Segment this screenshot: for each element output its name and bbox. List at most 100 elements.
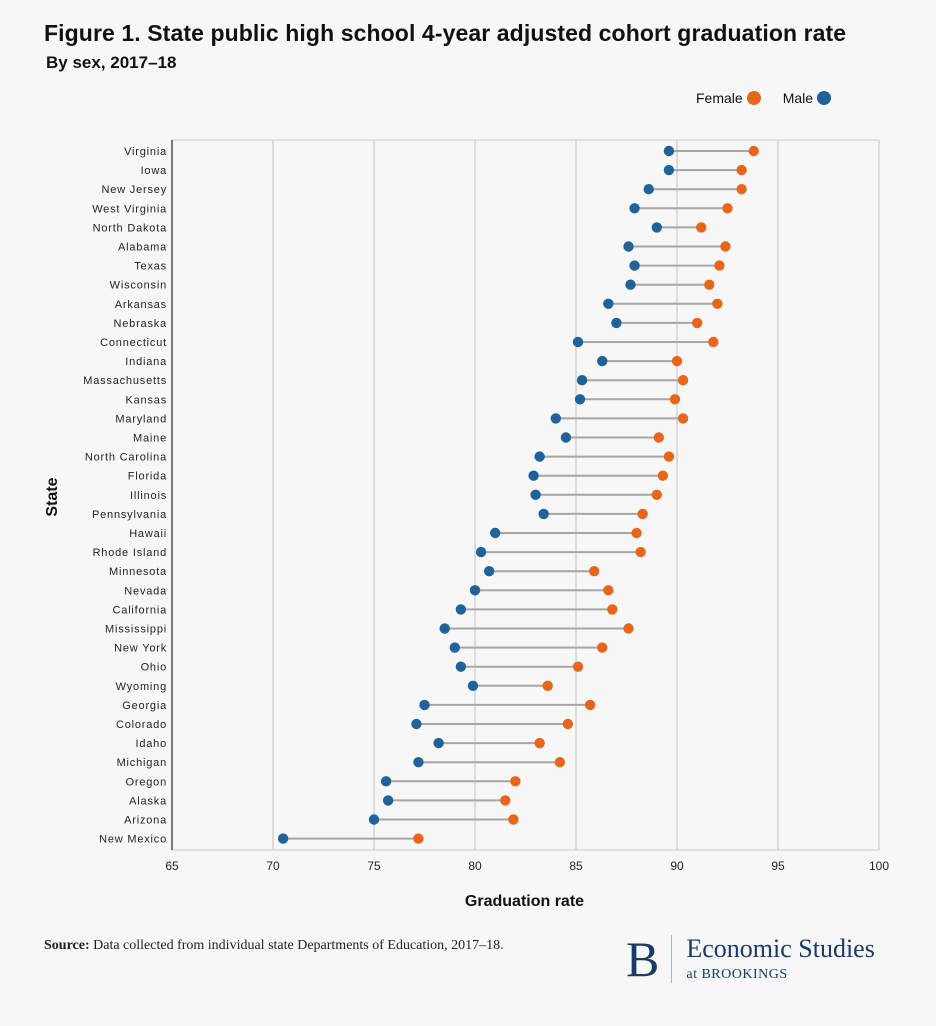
x-tick-label-65: 65	[165, 859, 179, 873]
male-dot-california	[455, 604, 467, 615]
y-tick-label-mississippi: Mississippi	[105, 624, 167, 636]
male-dot-kansas	[574, 394, 586, 405]
female-dot-indiana	[671, 355, 683, 367]
female-dot-connecticut	[708, 336, 719, 348]
brand-sub: at BROOKINGS	[686, 967, 788, 982]
female-dot-alaska	[500, 795, 511, 806]
y-tick-label-arkansas: Arkansas	[115, 299, 167, 311]
brand-text: Economic Studies at BROOKINGS	[686, 935, 874, 983]
chart-title: Figure 1. State public high school 4-yea…	[44, 20, 847, 46]
brand-divider	[671, 935, 673, 983]
y-tick-label-wisconsin: Wisconsin	[110, 280, 167, 292]
y-tick-label-rhode-island: Rhode Island	[93, 547, 167, 559]
female-dot-wyoming	[542, 680, 553, 691]
male-dot-new-mexico	[277, 833, 289, 844]
female-dot-kansas	[669, 394, 681, 405]
x-tick-label-70: 70	[266, 859, 280, 873]
female-dot-hawaii	[631, 527, 642, 539]
legend-item-female: Female	[696, 90, 761, 106]
x-tick-label-95: 95	[771, 859, 785, 873]
legend: Female Male	[696, 90, 832, 106]
female-dot-arizona	[508, 814, 519, 825]
y-tick-label-colorado: Colorado	[116, 719, 167, 731]
male-dot-west-virginia	[629, 203, 640, 214]
female-dot-maryland	[677, 413, 689, 424]
female-dot-north-dakota	[696, 222, 707, 233]
y-tick-label-pennsylvania: Pennsylvania	[92, 509, 167, 521]
female-dot-maine	[653, 432, 665, 443]
y-tick-label-new-mexico: New Mexico	[99, 834, 167, 846]
male-dot-connecticut	[572, 336, 584, 348]
y-tick-label-west-virginia: West Virginia	[92, 203, 167, 215]
y-tick-label-indiana: Indiana	[125, 356, 167, 368]
y-tick-label-new-york: New York	[114, 643, 167, 655]
x-tick-label-75: 75	[367, 859, 381, 873]
y-tick-label-michigan: Michigan	[117, 757, 167, 769]
female-dot-virginia	[748, 145, 759, 157]
y-tick-label-oregon: Oregon	[126, 776, 168, 788]
female-dot-pennsylvania	[637, 508, 648, 520]
x-tick-label-100: 100	[869, 859, 889, 873]
female-dot-new-jersey	[736, 184, 747, 195]
female-dot-new-mexico	[413, 833, 424, 844]
y-tick-label-illinois: Illinois	[130, 490, 167, 502]
male-dot-minnesota	[483, 566, 495, 577]
male-dot-iowa	[663, 164, 675, 176]
source-note: Source: Data collected from individual s…	[44, 938, 504, 954]
male-dot-arizona	[368, 814, 380, 825]
male-dot-rhode-island	[475, 546, 487, 558]
y-tick-label-north-carolina: North Carolina	[85, 452, 167, 464]
y-tick-label-florida: Florida	[128, 471, 167, 483]
y-tick-label-nevada: Nevada	[124, 585, 167, 597]
y-tick-label-hawaii: Hawaii	[129, 528, 167, 540]
male-dot-nevada	[469, 585, 481, 596]
male-dot-hawaii	[490, 527, 501, 539]
male-dot-maine	[560, 432, 572, 443]
female-dot-michigan	[554, 757, 566, 768]
legend-swatch-male	[817, 91, 832, 105]
male-dot-new-york	[449, 642, 460, 653]
y-tick-label-kansas: Kansas	[126, 394, 168, 406]
female-dot-arkansas	[712, 298, 723, 309]
y-tick-label-california: California	[113, 604, 168, 616]
y-tick-label-virginia: Virginia	[124, 146, 167, 158]
female-dot-florida	[657, 470, 669, 481]
y-tick-label-minnesota: Minnesota	[109, 566, 167, 578]
female-dot-iowa	[736, 164, 747, 176]
male-dot-texas	[629, 260, 640, 271]
y-tick-label-idaho: Idaho	[135, 738, 167, 750]
male-dot-illinois	[530, 489, 541, 500]
female-dot-illinois	[651, 489, 662, 500]
y-tick-label-iowa: Iowa	[141, 165, 168, 177]
male-dot-alaska	[382, 795, 394, 806]
x-tick-label-80: 80	[468, 859, 482, 873]
female-dot-colorado	[562, 718, 574, 730]
legend-label-male: Male	[782, 90, 814, 106]
x-tick-label-90: 90	[670, 859, 684, 873]
male-dot-massachusetts	[576, 375, 588, 386]
brand-name: Economic Studies	[686, 934, 875, 963]
female-dot-north-carolina	[663, 451, 675, 462]
female-dot-west-virginia	[722, 203, 733, 214]
male-dot-alabama	[623, 241, 634, 252]
female-dot-ohio	[572, 661, 584, 672]
male-dot-nebraska	[611, 317, 622, 329]
male-dot-indiana	[597, 355, 608, 367]
female-dot-wisconsin	[704, 279, 715, 290]
male-dot-michigan	[413, 757, 424, 768]
female-dot-new-york	[597, 642, 608, 653]
legend-label-female: Female	[696, 90, 743, 106]
y-tick-label-arizona: Arizona	[124, 815, 167, 827]
female-dot-minnesota	[588, 566, 600, 577]
male-dot-mississippi	[439, 623, 450, 634]
y-axis-title: State	[44, 477, 61, 516]
female-dot-georgia	[584, 699, 596, 711]
male-dot-florida	[528, 470, 539, 481]
x-tick-label-85: 85	[569, 859, 583, 873]
female-dot-alabama	[720, 241, 731, 252]
male-dot-north-dakota	[651, 222, 662, 233]
y-tick-label-alabama: Alabama	[118, 242, 167, 254]
male-dot-colorado	[411, 718, 422, 730]
male-dot-arkansas	[603, 298, 614, 309]
y-tick-label-massachusetts: Massachusetts	[83, 375, 167, 387]
